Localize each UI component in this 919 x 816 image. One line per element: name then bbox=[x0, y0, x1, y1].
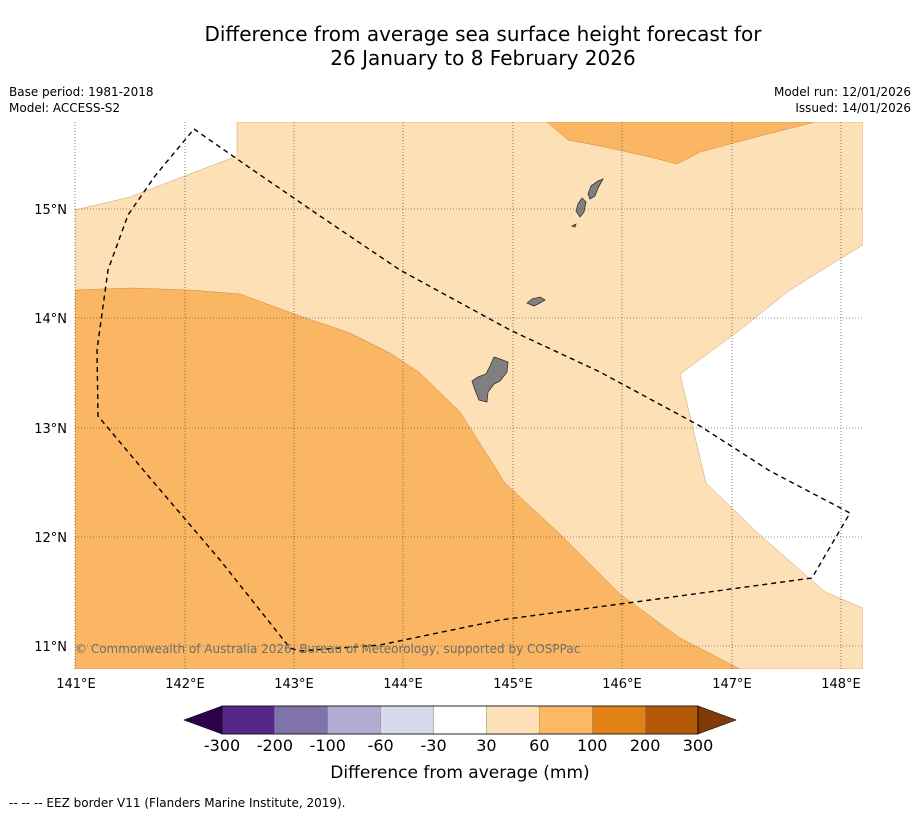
colorbar-segment bbox=[591, 705, 646, 735]
x-tick-142e: 142°E bbox=[165, 677, 205, 692]
y-tick-14n: 14°N bbox=[34, 312, 67, 327]
aguijan-island bbox=[570, 223, 577, 228]
x-tick-146e: 146°E bbox=[602, 677, 642, 692]
colorbar-segment bbox=[539, 705, 593, 735]
colorbar-segment bbox=[274, 705, 329, 735]
x-tick-148e: 148°E bbox=[821, 677, 861, 692]
meta-right: Model run: 12/01/2026 Issued: 14/01/2026 bbox=[774, 84, 911, 116]
colorbar-tick-label: -200 bbox=[257, 736, 293, 755]
colorbar-segment bbox=[433, 705, 487, 735]
colorbar-tick-label: 200 bbox=[630, 736, 661, 755]
x-tick-144e: 144°E bbox=[383, 677, 423, 692]
colorbar-tick-label: -60 bbox=[368, 736, 394, 755]
colorbar-segment bbox=[380, 705, 434, 735]
map-area bbox=[75, 122, 863, 669]
x-tick-145e: 145°E bbox=[493, 677, 533, 692]
guam-island bbox=[471, 356, 509, 403]
colorbar-tick-label: -30 bbox=[420, 736, 446, 755]
colorbar-segment bbox=[221, 705, 276, 735]
colorbar-segment bbox=[644, 705, 699, 735]
meta-left: Base period: 1981-2018 Model: ACCESS-S2 bbox=[9, 84, 154, 116]
model-run: Model run: 12/01/2026 bbox=[773, 85, 911, 99]
title-line-2: 26 January to 8 February 2026 bbox=[330, 46, 636, 70]
rota-island bbox=[526, 296, 546, 307]
colorbar-arrow-high bbox=[697, 705, 737, 735]
y-axis-ticks: 15°N 14°N 13°N 12°N 11°N bbox=[34, 203, 67, 655]
colorbar-tick-label: 30 bbox=[476, 736, 496, 755]
colorbar-arrow-low bbox=[183, 705, 223, 735]
colorbar-segment bbox=[486, 705, 540, 735]
issued-date: Issued: 14/01/2026 bbox=[795, 101, 911, 115]
colorbar-tick-label: -300 bbox=[204, 736, 240, 755]
gridlines bbox=[74, 122, 863, 669]
orange-region-north bbox=[546, 122, 816, 165]
colorbar-label: Difference from average (mm) bbox=[330, 763, 589, 783]
eez-footnote: -- -- -- EEZ border V11 (Flanders Marine… bbox=[9, 796, 346, 810]
base-period: Base period: 1981-2018 bbox=[9, 85, 154, 99]
title-line-1: Difference from average sea surface heig… bbox=[204, 22, 762, 46]
model-name: Model: ACCESS-S2 bbox=[9, 101, 121, 115]
x-tick-147e: 147°E bbox=[712, 677, 752, 692]
saipan-island bbox=[587, 178, 604, 200]
colorbar-border bbox=[221, 705, 699, 735]
colorbar-tick-label: 100 bbox=[577, 736, 608, 755]
tinian-island bbox=[575, 197, 587, 218]
y-tick-12n: 12°N bbox=[34, 531, 67, 546]
x-tick-141e: 141°E bbox=[56, 677, 96, 692]
orange-region-southwest bbox=[75, 287, 741, 669]
y-tick-15n: 15°N bbox=[34, 203, 67, 218]
colorbar-tick-label: 300 bbox=[683, 736, 714, 755]
y-tick-13n: 13°N bbox=[34, 422, 67, 437]
x-axis-ticks: 141°E 142°E 143°E 144°E 145°E 146°E 147°… bbox=[56, 677, 861, 692]
y-tick-11n: 11°N bbox=[34, 640, 67, 655]
colorbar-tick-label: -100 bbox=[310, 736, 346, 755]
x-tick-143e: 143°E bbox=[274, 677, 314, 692]
map-title: Difference from average sea surface heig… bbox=[0, 22, 919, 70]
colorbar-segment bbox=[327, 705, 381, 735]
colorbar-ticks: -300 -200 -100 -60 -30 30 60 100 200 300 bbox=[204, 736, 713, 755]
colorbar bbox=[183, 705, 737, 735]
colorbar-tick-label: 60 bbox=[529, 736, 549, 755]
copyright-notice: © Commonwealth of Australia 2026, Bureau… bbox=[75, 642, 580, 656]
eez-border bbox=[96, 128, 851, 652]
